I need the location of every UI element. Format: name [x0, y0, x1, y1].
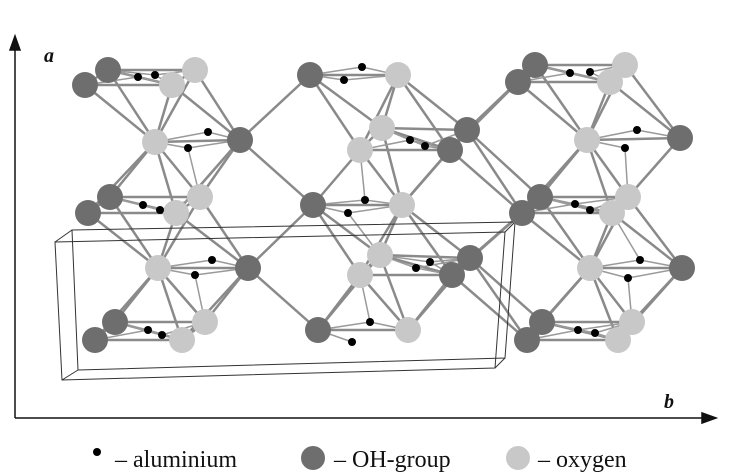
oxygen-atom: [367, 242, 393, 268]
aluminium-atom: [156, 206, 164, 214]
bond: [240, 140, 313, 205]
oxygen-atom: [182, 57, 208, 83]
oh-group-atom: [669, 255, 695, 281]
arrow: [10, 36, 20, 50]
legend-swatch: [301, 446, 325, 470]
axis-label: a: [44, 45, 54, 67]
aluminium-atom: [591, 329, 599, 337]
oxygen-atom: [187, 184, 213, 210]
oxygen-atom: [347, 262, 373, 288]
legend: – aluminium – OH-group – oxygen: [93, 446, 627, 473]
oxygen-atom: [612, 52, 638, 78]
oh-group-atom: [227, 127, 253, 153]
aluminium-atom: [586, 68, 594, 76]
aluminium-atom: [621, 144, 629, 152]
oxygen-atom: [615, 184, 641, 210]
oh-group-atom: [437, 137, 463, 163]
aluminium-atom: [158, 331, 166, 339]
oh-group-atom: [297, 62, 323, 88]
aluminium-atom: [139, 201, 147, 209]
legend-swatch: [93, 448, 101, 456]
oxygen-atom: [395, 317, 421, 343]
oxygen-atom: [163, 200, 189, 226]
aluminium-atom: [208, 256, 216, 264]
oh-group-atom: [300, 192, 326, 218]
oxygen-atom: [192, 309, 218, 335]
aluminium-atom: [340, 76, 348, 84]
oxygen-atom: [385, 62, 411, 88]
oh-group-atom: [527, 184, 553, 210]
diagram: a b – aluminium – OH-group – oxygen: [0, 0, 730, 475]
aluminium-atom: [204, 128, 212, 136]
oxygen-atom: [369, 115, 395, 141]
bond: [310, 75, 360, 150]
aluminium-atom: [144, 326, 152, 334]
aluminium-atom: [191, 271, 199, 279]
bond: [470, 258, 542, 322]
oh-group-atom: [454, 117, 480, 143]
aluminium-atom: [586, 206, 594, 214]
oh-group-atom: [72, 72, 98, 98]
oh-group-atom: [75, 200, 101, 226]
oh-group-atom: [667, 125, 693, 151]
oh-group-atom: [457, 245, 483, 271]
aluminium-atom: [406, 136, 414, 144]
aluminium-atom: [421, 142, 429, 150]
oxygen-atom: [169, 327, 195, 353]
bond: [240, 75, 310, 140]
aluminium-atom: [571, 200, 579, 208]
aluminium-atom: [426, 258, 434, 266]
cell-face: [72, 222, 515, 370]
cell-edge: [55, 230, 72, 242]
oxygen-atom: [145, 255, 171, 281]
legend-label: – aluminium: [114, 447, 237, 473]
oh-group-atom: [82, 327, 108, 353]
aluminium-atom: [366, 318, 374, 326]
arrow: [702, 413, 716, 423]
bond: [85, 85, 155, 142]
cell-edge: [495, 358, 505, 368]
oh-group-atom: [102, 309, 128, 335]
oxygen-atom: [574, 127, 600, 153]
axis-label: b: [664, 391, 674, 413]
oxygen-atom: [619, 309, 645, 335]
oh-group-atom: [235, 255, 261, 281]
aluminium-atom: [358, 63, 366, 71]
bond: [587, 138, 680, 140]
cell-edge: [62, 370, 78, 380]
aluminium-atom: [574, 326, 582, 334]
oh-group-atom: [97, 184, 123, 210]
aluminium-atom: [344, 209, 352, 217]
oxygen-atom: [159, 72, 185, 98]
bond: [398, 75, 467, 130]
legend-label: – oxygen: [537, 447, 627, 473]
aluminium-atom: [361, 196, 369, 204]
aluminium-atom: [566, 69, 574, 77]
oh-group-atom: [529, 309, 555, 335]
aluminium-atom: [348, 338, 356, 346]
oh-group-atom: [305, 317, 331, 343]
oh-group-atom: [95, 57, 121, 83]
aluminium-atom: [636, 256, 644, 264]
legend-swatch: [506, 446, 530, 470]
bond: [248, 268, 318, 330]
aluminium-atom: [151, 71, 159, 79]
oxygen-atom: [577, 255, 603, 281]
oxygen-atom: [347, 137, 373, 163]
aluminium-atom: [633, 126, 641, 134]
legend-label: – OH-group: [333, 447, 451, 473]
aluminium-atom: [184, 144, 192, 152]
aluminium-atom: [412, 264, 420, 272]
oxygen-atom: [142, 129, 168, 155]
aluminium-atom: [134, 73, 142, 81]
oxygen-atom: [389, 192, 415, 218]
aluminium-atom: [624, 274, 632, 282]
oh-group-atom: [522, 52, 548, 78]
